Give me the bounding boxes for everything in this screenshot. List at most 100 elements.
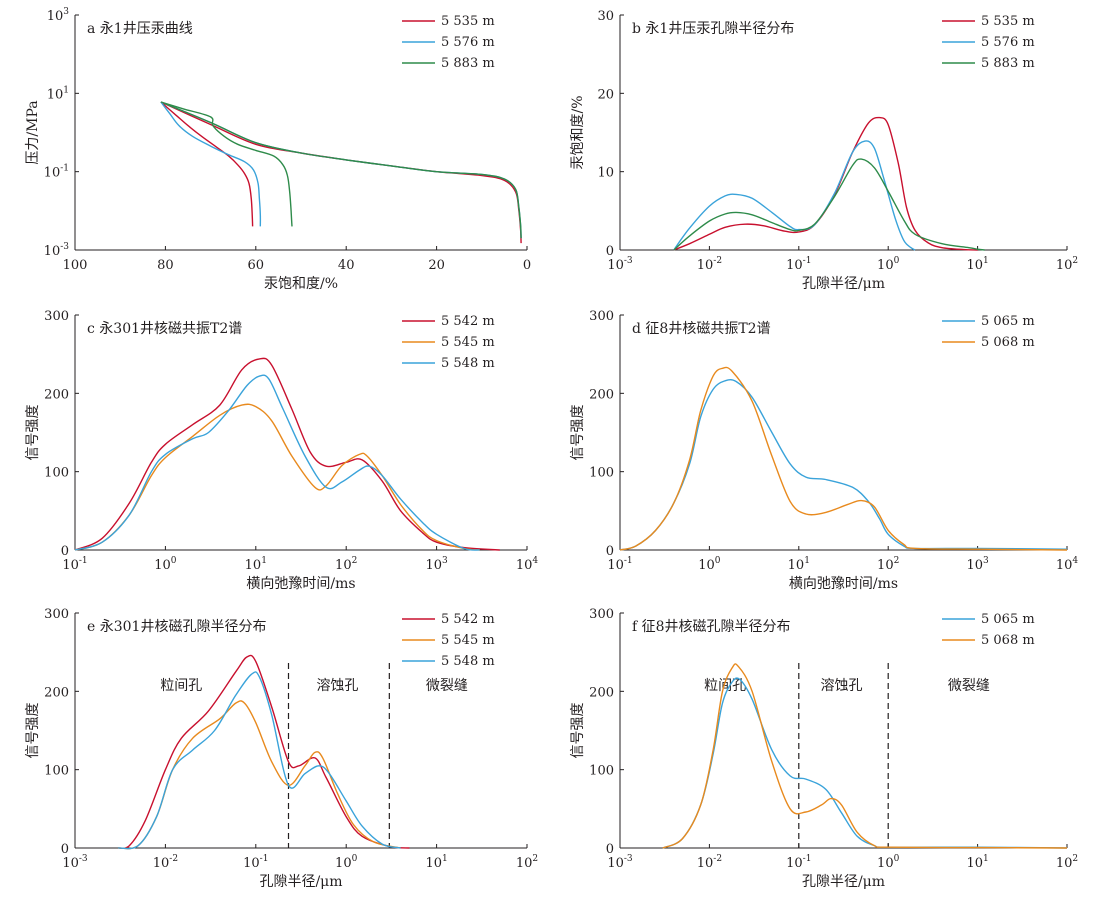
x-tick-label: 103 [425,556,448,573]
y-tick-label-base: 10 [44,244,61,259]
x-tick-label: 10-2 [697,256,722,273]
x-tick-label-exponent: 2 [532,854,538,864]
x-tick-label-exponent: 0 [894,256,900,266]
series-line [160,101,522,244]
x-tick-label: 0 [523,258,531,273]
x-tick-label-exponent: -2 [713,256,722,266]
x-tick-label-base: 10 [245,558,262,573]
series-line [662,677,1068,849]
series-line [74,374,480,551]
y-axis-label: 信号强度 [25,703,41,759]
x-tick-label: 100 [63,258,88,273]
panel-title: a 永1井压汞曲线 [87,21,193,37]
x-tick-label: 10-1 [607,556,632,573]
x-tick-label-base: 10 [877,856,894,871]
x-tick-label: 60 [248,258,265,273]
x-tick-label-exponent: -1 [803,256,812,266]
x-tick-label: 100 [335,854,358,871]
y-tick-label-base: 10 [47,87,64,102]
x-tick-label-base: 10 [1056,856,1073,871]
x-tick-label-exponent: 0 [171,556,177,566]
x-tick-label-exponent: -1 [803,854,812,864]
legend-label: 5 065 m [981,314,1035,329]
series-line [117,654,410,850]
x-tick-label-exponent: 1 [261,556,267,566]
x-tick-label: 10-3 [607,256,633,273]
x-tick-label: 10-2 [697,854,722,871]
y-tick-label: 300 [44,309,69,324]
series-line [160,101,522,239]
x-tick-label: 102 [877,556,899,573]
legend-label: 5 576 m [981,35,1035,50]
x-tick-label-exponent: -3 [79,854,88,864]
x-tick-label-base: 10 [786,856,803,871]
x-tick-label: 10-1 [786,256,811,273]
legend-label: 5 065 m [981,612,1035,627]
y-tick-label: 10-3 [44,242,70,259]
y-axis-label: 信号强度 [570,405,586,461]
x-tick-label-base: 10 [425,856,442,871]
x-tick-label-base: 10 [153,856,170,871]
x-tick-label-base: 10 [966,558,983,573]
x-tick-label-base: 10 [62,558,79,573]
legend-label: 5 548 m [441,356,495,371]
x-tick-label: 102 [1056,854,1078,871]
y-tick-label: 100 [589,764,614,779]
x-tick-label: 80 [157,258,174,273]
y-tick-label: 200 [44,685,69,700]
series-line [118,671,401,850]
x-tick-label-base: 10 [697,258,714,273]
panel-e: 10-3 10-2 10-1 100 101 1020100200300孔隙半径/μm信号… [25,607,538,890]
x-tick-label-exponent: -1 [79,556,88,566]
x-tick-label: 20 [428,258,445,273]
panel-d: 10-1 100 101 102 103 1040100200300横向弛豫时间/ms信号… [570,309,1078,592]
series-line [74,357,500,551]
x-tick-label-base: 10 [607,258,624,273]
x-tick-label: 101 [788,556,810,573]
legend-label: 5 068 m [981,335,1035,350]
x-tick-label: 101 [966,256,988,273]
series-line [662,663,1068,849]
x-tick-label-exponent: 2 [1072,256,1078,266]
zone-label: 溶蚀孔 [316,678,358,694]
x-tick-label-base: 10 [335,558,352,573]
y-tick-label: 300 [589,309,614,324]
y-tick-label: 100 [44,466,69,481]
y-tick-label: 20 [597,87,614,102]
panel-title: e 永301井核磁孔隙半径分布 [87,619,266,635]
zone-label: 粒间孔 [160,678,202,694]
y-tick-label: 0 [61,842,69,857]
legend-label: 5 535 m [981,14,1035,29]
legend-label: 5 542 m [441,612,495,627]
y-tick-label: 0 [606,244,614,259]
x-tick-label: 104 [1056,556,1079,573]
panel-c: 10-1 100 101 102 103 1040100200300横向弛豫时间/ms信号… [25,309,538,592]
x-tick-label-exponent: 1 [983,854,989,864]
x-tick-label-base: 10 [786,258,803,273]
x-tick-label-exponent: 3 [983,556,989,566]
x-tick-label: 100 [698,556,721,573]
y-tick-label-base: 10 [47,9,64,24]
x-tick-label-base: 10 [877,258,894,273]
x-tick-label-base: 10 [335,856,352,871]
x-tick-label: 101 [425,854,447,871]
legend-label: 5 548 m [441,654,495,669]
y-tick-label: 300 [44,607,69,622]
x-tick-label-base: 10 [516,856,533,871]
y-tick-label: 200 [589,387,614,402]
x-tick-label-base: 10 [1056,258,1073,273]
x-tick-label-base: 10 [698,558,715,573]
x-tick-label-exponent: 1 [442,854,448,864]
x-tick-label: 10-1 [243,854,268,871]
y-tick-label-exponent: -3 [60,242,69,252]
zone-label: 粒间孔 [704,678,746,694]
x-tick-label-base: 10 [425,558,442,573]
x-tick-label-base: 10 [966,856,983,871]
y-tick-label: 103 [47,7,70,24]
y-tick-label: 10-1 [44,164,69,181]
y-tick-label: 100 [44,764,69,779]
series-line [619,366,1068,551]
legend-label: 5 068 m [981,633,1035,648]
y-tick-label: 0 [606,544,614,559]
legend-label: 5 576 m [441,35,495,50]
